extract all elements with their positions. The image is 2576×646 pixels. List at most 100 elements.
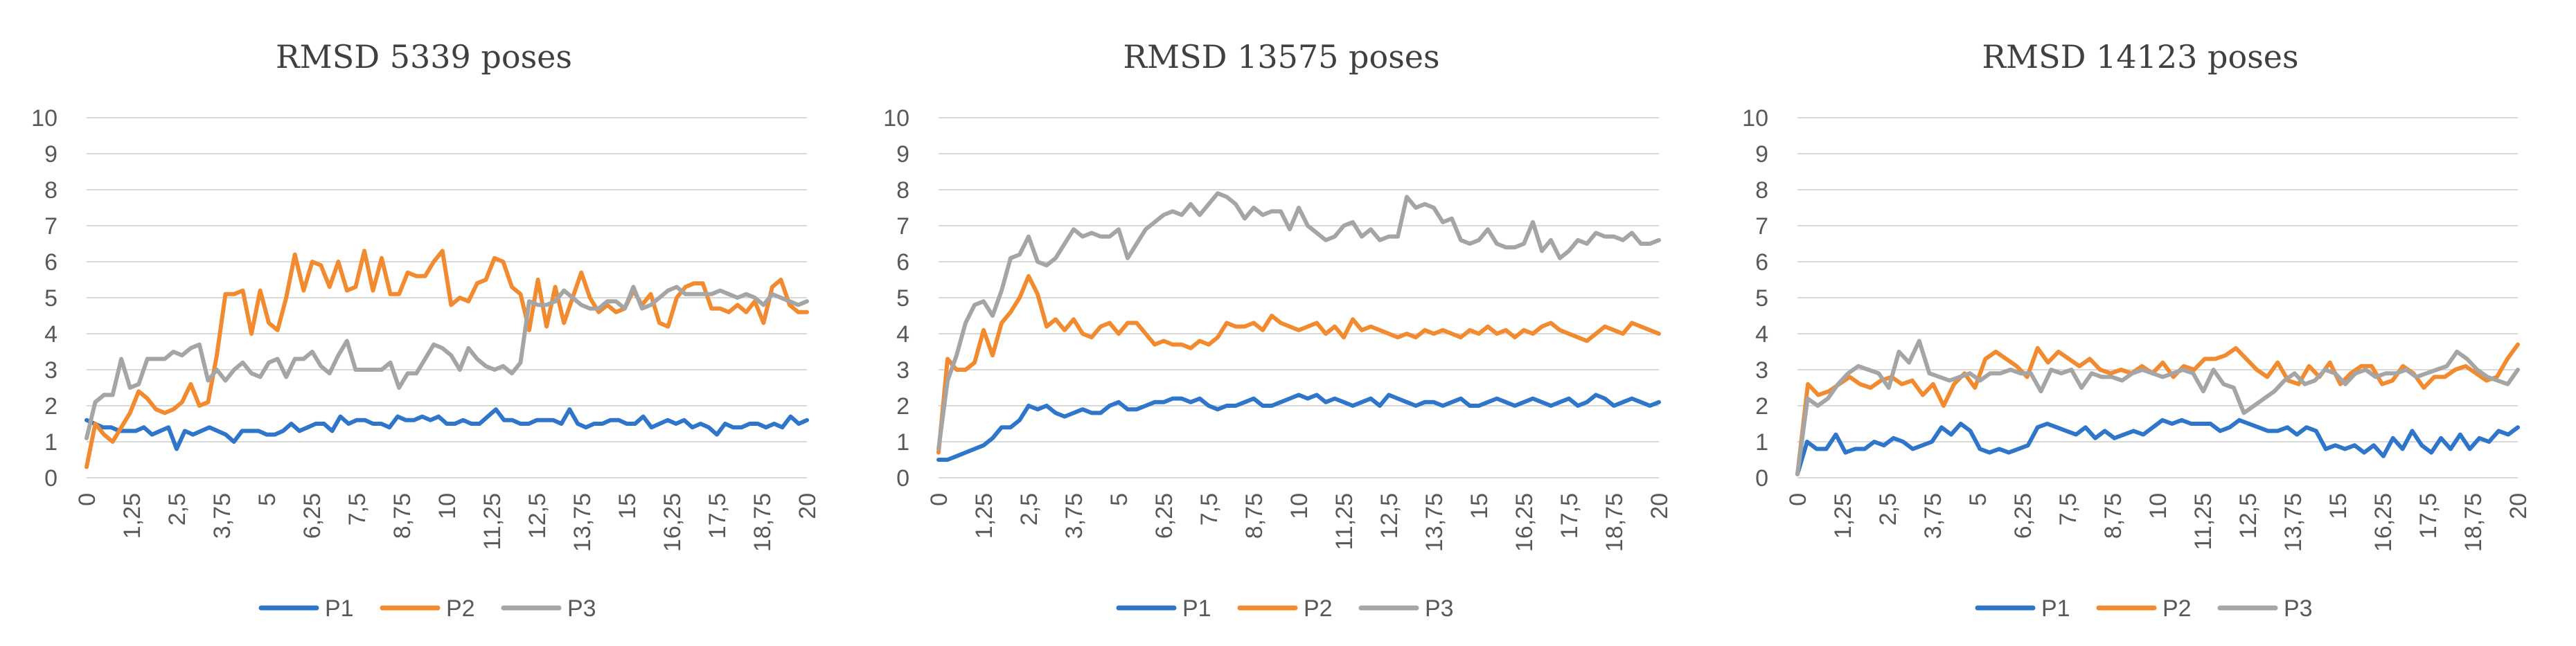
y-tick-label: 9 [44,141,57,168]
y-tick-label: 2 [896,393,909,420]
series-line-p3 [85,285,809,440]
x-tick-label: 1,25 [119,493,145,539]
legend-item-p2: P2 [1237,595,1333,622]
legend-label: P3 [2284,595,2313,622]
x-tick-label: 5 [1965,493,1991,506]
x-tick-label: 11,25 [2190,493,2217,550]
y-tick-label: 10 [883,105,909,132]
legend-label: P1 [2041,595,2070,622]
legend-item-p3: P3 [501,595,596,622]
x-tick-label: 6,25 [1151,493,1178,539]
y-tick-label: 3 [1755,357,1768,384]
x-tick-label: 17,5 [2415,493,2442,539]
x-tick-label: 7,5 [344,493,371,526]
x-tick-label: 20 [2505,493,2532,519]
x-tick-label: 7,5 [2055,493,2081,526]
x-tick-label: 15 [614,493,641,519]
y-tick-label: 6 [1755,249,1768,276]
y-tick-label: 9 [896,141,909,168]
y-tick-label: 4 [1755,321,1768,348]
x-tick-label: 1,25 [1830,493,1856,539]
y-tick-label: 3 [896,357,909,384]
y-tick-label: 4 [896,321,909,348]
chart-title: RMSD 14123 poses [1982,38,2298,75]
legend-label: P2 [1304,595,1333,622]
legend-item-p1: P1 [258,595,354,622]
series-line-p1 [936,393,1661,462]
x-tick-label: 15 [1466,493,1493,519]
y-tick-label: 0 [1755,465,1768,492]
legend-item-p1: P1 [1116,595,1211,622]
y-tick-label: 8 [44,177,57,204]
y-tick-label: 7 [896,213,909,240]
y-tick-label: 1 [896,429,909,456]
legend-label: P2 [446,595,475,622]
x-tick-label: 11,25 [479,493,506,550]
x-tick-label: 13,75 [569,493,596,552]
y-tick-label: 5 [1755,285,1768,312]
x-tick-label: 18,75 [2460,493,2487,552]
legend-item-p1: P1 [1975,595,2070,622]
chart-title: RMSD 5339 poses [276,38,572,75]
y-tick-label: 5 [896,285,909,312]
legend-item-p2: P2 [380,595,475,622]
y-tick-label: 7 [1755,213,1768,240]
y-tick-label: 0 [896,465,909,492]
x-tick-label: 20 [794,493,821,519]
x-tick-label: 11,25 [1331,493,1358,550]
x-tick-label: 8,75 [2100,493,2126,539]
x-tick-label: 10 [434,493,461,519]
x-tick-label: 5 [1106,493,1132,506]
y-tick-label: 1 [1755,429,1768,456]
x-tick-label: 0 [74,493,100,506]
x-tick-label: 13,75 [1421,493,1448,552]
legend-label: P1 [1182,595,1211,622]
y-tick-label: 1 [44,429,57,456]
x-tick-label: 8,75 [389,493,416,539]
series-line-p3 [1795,339,2520,476]
x-tick-label: 10 [2145,493,2171,519]
series-line-p2 [85,249,809,469]
y-tick-label: 0 [44,465,57,492]
legend-item-p2: P2 [2096,595,2192,622]
x-tick-label: 2,5 [1016,493,1042,526]
chart-title: RMSD 13575 poses [1123,38,1439,75]
y-tick-label: 8 [1755,177,1768,204]
y-tick-label: 8 [896,177,909,204]
chart-panel-1: RMSD 5339 poses 0 1 2 3 4 5 6 7 8 9 10 0 1,25 2,5 3,75 5… [31,38,821,622]
x-tick-label: 5 [254,493,281,506]
x-tick-label: 18,75 [749,493,776,552]
x-tick-label: 6,25 [299,493,326,539]
x-tick-label: 16,25 [1511,493,1538,552]
legend-label: P3 [1425,595,1454,622]
series-line-p1 [1795,418,2520,476]
legend-item-p3: P3 [2217,595,2313,622]
y-tick-label: 2 [1755,393,1768,420]
x-tick-label: 7,5 [1196,493,1223,526]
series-line-p2 [1795,342,2520,476]
series-line-p1 [85,407,809,451]
series-line-p3 [936,191,1661,451]
x-tick-label: 20 [1646,493,1673,519]
y-tick-label: 6 [44,249,57,276]
x-tick-label: 10 [1286,493,1313,519]
x-tick-label: 17,5 [1556,493,1583,539]
x-tick-label: 0 [1785,493,1811,506]
legend-label: P3 [567,595,596,622]
y-tick-label: 4 [44,321,57,348]
y-tick-label: 2 [44,393,57,420]
y-tick-label: 10 [1742,105,1768,132]
x-tick-label: 12,5 [1376,493,1403,539]
x-tick-label: 3,75 [1920,493,1946,539]
x-tick-label: 15 [2325,493,2352,519]
y-tick-label: 9 [1755,141,1768,168]
x-tick-label: 16,25 [2370,493,2397,552]
legend-label: P1 [325,595,354,622]
x-tick-label: 18,75 [1601,493,1628,552]
x-tick-label: 13,75 [2280,493,2307,552]
x-tick-label: 2,5 [164,493,190,526]
x-tick-label: 16,25 [659,493,686,552]
x-tick-label: 1,25 [971,493,997,539]
x-tick-label: 17,5 [704,493,731,539]
